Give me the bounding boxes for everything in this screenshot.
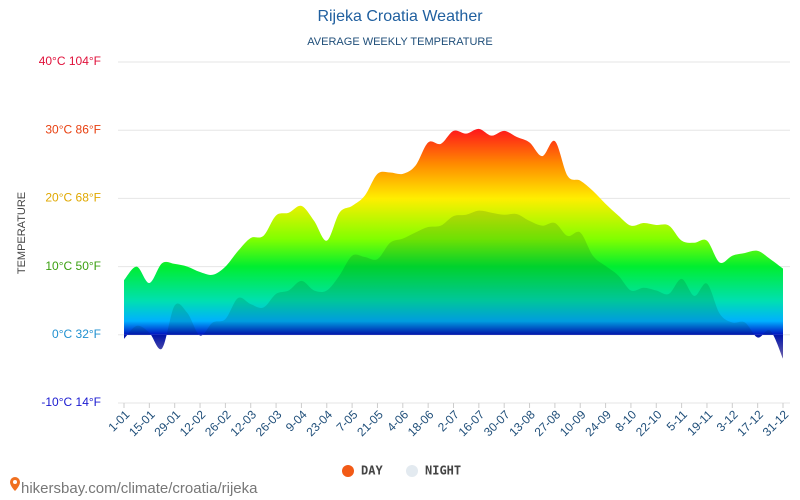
legend-item: NIGHT: [406, 464, 461, 478]
x-tick-label: 30-07: [481, 407, 513, 439]
y-tick-label: -10°C 14°F: [41, 395, 101, 409]
y-tick-label: 10°C 50°F: [45, 259, 101, 273]
y-tick-label: 30°C 86°F: [45, 122, 101, 136]
x-tick-label: 15-01: [126, 407, 158, 439]
footer: hikersbay.com/climate/croatia/rijeka: [10, 477, 258, 497]
x-tick-label: 27-08: [532, 407, 564, 439]
y-tick-label: 0°C 32°F: [52, 327, 101, 341]
legend-item: DAY: [342, 464, 383, 478]
x-tick-label: 12-02: [177, 407, 209, 439]
x-tick-label: 19-11: [684, 407, 715, 438]
x-tick-label: 24-09: [582, 407, 614, 439]
x-tick-label: 13-08: [506, 407, 538, 439]
x-tick-label: 23-04: [304, 407, 336, 439]
x-tick-label: 17-12: [734, 407, 766, 439]
x-tick-label: 29-01: [151, 407, 183, 439]
y-axis-label: TEMPERATURE: [16, 192, 28, 274]
x-tick-label: 31-12: [760, 407, 792, 439]
legend-marker: [342, 465, 354, 477]
footer-text: hikersbay.com/climate/croatia/rijeka: [21, 480, 258, 497]
y-tick-label: 20°C 68°F: [45, 191, 101, 205]
night-area: [124, 210, 783, 359]
pin-hole: [13, 480, 17, 484]
x-tick-label: 16-07: [456, 407, 488, 439]
chart-title: Rijeka Croatia Weather: [317, 8, 483, 25]
x-tick-label: 22-10: [633, 407, 665, 439]
x-tick-label: 12-03: [227, 407, 259, 439]
y-tick-label: 40°C 104°F: [39, 54, 101, 68]
x-tick-label: 26-02: [202, 407, 234, 439]
night-shade: [124, 210, 783, 359]
x-tick-label: 18-06: [405, 407, 437, 439]
x-tick-label: 10-09: [557, 407, 589, 439]
legend-label: NIGHT: [425, 464, 461, 478]
legend-label: DAY: [361, 464, 383, 478]
x-tick-label: 26-03: [253, 407, 285, 439]
chart-subtitle: AVERAGE WEEKLY TEMPERATURE: [307, 36, 492, 48]
legend-marker: [406, 465, 418, 477]
x-tick-label: 21-05: [354, 407, 386, 439]
